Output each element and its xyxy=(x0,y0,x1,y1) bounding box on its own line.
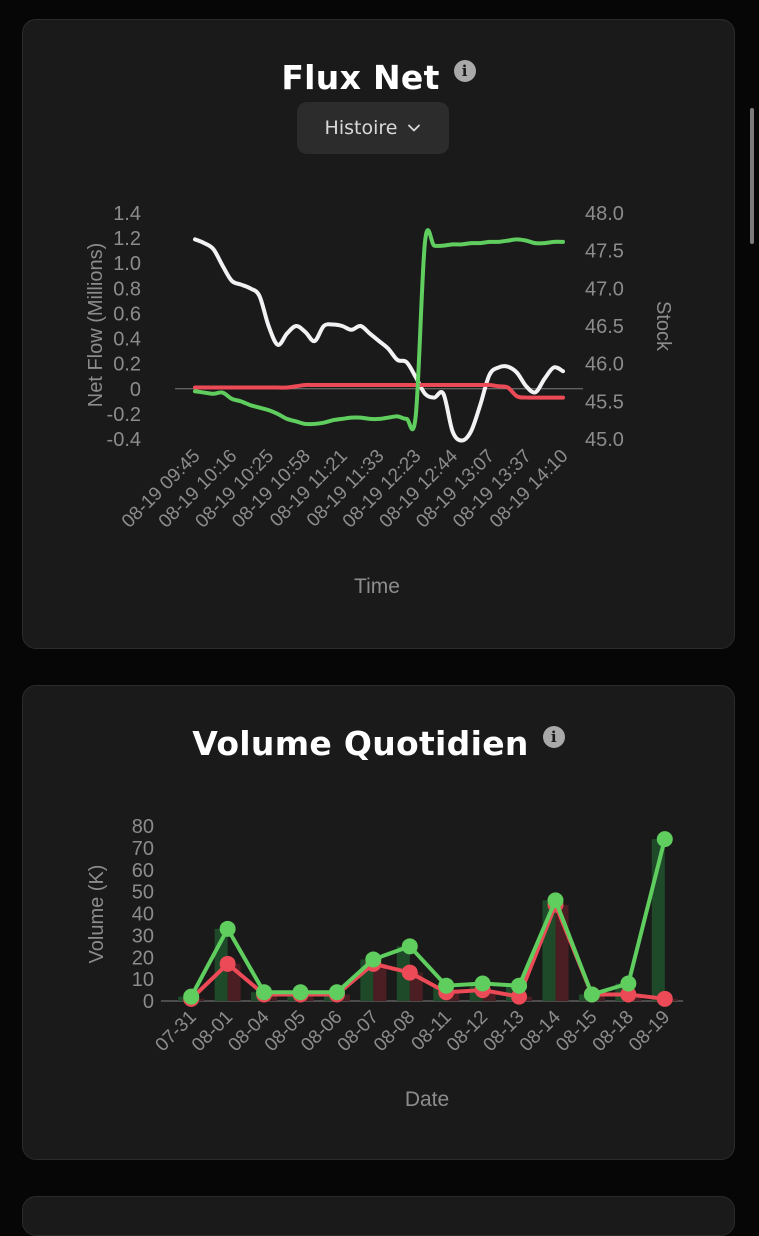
net-flow-title: Flux Net xyxy=(281,58,440,97)
buy-volume-point xyxy=(511,977,528,994)
buy-volume-point xyxy=(292,984,309,1001)
y-tick-label: 1.0 xyxy=(113,253,141,275)
next-card xyxy=(22,1196,735,1236)
x-tick-label: 08-15 xyxy=(552,1007,601,1056)
buy-volume-point xyxy=(547,892,564,909)
x-tick-label: 08-06 xyxy=(297,1007,346,1056)
chevron-down-icon xyxy=(408,124,421,132)
x-tick-label: 08-13 xyxy=(479,1007,528,1056)
y2-tick-label: 45.5 xyxy=(585,391,624,413)
y-axis-label: Volume (K) xyxy=(86,865,108,964)
x-tick-label: 08-08 xyxy=(370,1007,419,1056)
buy-volume-point xyxy=(219,920,236,937)
y-tick-label: 0.8 xyxy=(113,278,141,300)
buy-volume-point xyxy=(183,988,200,1005)
buy-volume-line xyxy=(189,838,667,998)
buy-volume-point xyxy=(620,975,637,992)
x-tick-label: 08-05 xyxy=(261,1007,310,1056)
y-axis-label: Net Flow (Millions) xyxy=(85,243,107,407)
buy-volume-point xyxy=(256,984,273,1001)
y-tick-label: 0 xyxy=(143,991,154,1013)
net-flow-card: Flux Net i Histoire 1.4 1.2 1.0 0.8 0.6 0.4 0.… xyxy=(22,19,735,649)
sell-volume-bar xyxy=(373,963,387,1001)
x-tick-label: 08-18 xyxy=(589,1007,638,1056)
info-icon[interactable]: i xyxy=(542,725,565,748)
daily-volume-title-row: Volume Quotidien i xyxy=(23,724,734,763)
sell-volume-point xyxy=(219,955,236,972)
x-tick-label: 08-07 xyxy=(334,1007,383,1056)
x-tick-label: 08-12 xyxy=(443,1007,492,1056)
y-tick-label: 1.4 xyxy=(113,203,141,225)
stock-price-line xyxy=(193,237,565,443)
x-tick-label: 08-04 xyxy=(224,1006,274,1056)
y2-axis-label: Stock xyxy=(652,301,674,352)
y-tick-label: -0.4 xyxy=(107,429,141,451)
period-dropdown-label: Histoire xyxy=(324,117,398,139)
y-tick-label: 20 xyxy=(132,947,154,969)
sell-volume-point xyxy=(656,990,673,1007)
sell-volume-point xyxy=(511,988,528,1005)
y-tick-label: 1.2 xyxy=(113,228,141,250)
buy-volume-point xyxy=(438,977,455,994)
buy-volume-point xyxy=(401,938,418,955)
buy-volume-point xyxy=(656,831,673,848)
sell-volume-point xyxy=(401,964,418,981)
info-icon[interactable]: i xyxy=(453,59,476,82)
net-flow-title-row: Flux Net i xyxy=(23,58,734,97)
x-tick-label: 08-01 xyxy=(188,1007,237,1056)
y2-tick-label: 46.0 xyxy=(585,354,624,376)
y-tick-label: 40 xyxy=(132,904,154,926)
x-tick-label: 08-19 xyxy=(625,1007,674,1056)
y-tick-label: -0.2 xyxy=(107,404,141,426)
y-tick-label: 30 xyxy=(132,925,154,947)
buy-volume-point xyxy=(328,984,345,1001)
daily-volume-card: Volume Quotidien i 80 70 60 50 40 30 20 10 0 Volu… xyxy=(22,685,735,1160)
y-tick-label: 70 xyxy=(132,838,154,860)
buy-volume-point xyxy=(365,951,382,968)
daily-volume-title: Volume Quotidien xyxy=(192,724,529,763)
sell-volume-bar xyxy=(482,990,496,1001)
y2-tick-label: 48.0 xyxy=(585,203,624,225)
buy-volume-point xyxy=(474,975,491,992)
x-axis-label: Date xyxy=(405,1088,449,1111)
scrollbar[interactable] xyxy=(750,108,754,244)
y-tick-label: 0.4 xyxy=(113,329,141,351)
x-tick-label: 08-14 xyxy=(516,1006,566,1056)
y-tick-label: 80 xyxy=(132,816,154,838)
y-tick-label: 50 xyxy=(132,882,154,904)
y2-tick-label: 45.0 xyxy=(585,429,624,451)
net-flow-chart: 1.4 1.2 1.0 0.8 0.6 0.4 0.2 0 -0.2 -0.4 48.0 47.5 47… xyxy=(85,203,674,598)
sell-volume-point xyxy=(620,986,637,1003)
sell-flow-line xyxy=(193,382,565,400)
period-dropdown[interactable]: Histoire xyxy=(297,102,449,154)
y2-tick-label: 47.5 xyxy=(585,241,624,263)
x-axis-label: Time xyxy=(354,575,400,598)
y2-tick-label: 46.5 xyxy=(585,316,624,338)
y-tick-label: 0.2 xyxy=(113,354,141,376)
y-tick-label: 10 xyxy=(132,969,154,991)
buy-volume-point xyxy=(583,986,600,1003)
y-tick-label: 0 xyxy=(130,379,141,401)
y-tick-label: 0.6 xyxy=(113,303,141,325)
y-tick-label: 60 xyxy=(132,860,154,882)
y2-tick-label: 47.0 xyxy=(585,278,624,300)
x-tick-label: 07-31 xyxy=(152,1007,201,1056)
buy-flow-line xyxy=(193,228,565,432)
